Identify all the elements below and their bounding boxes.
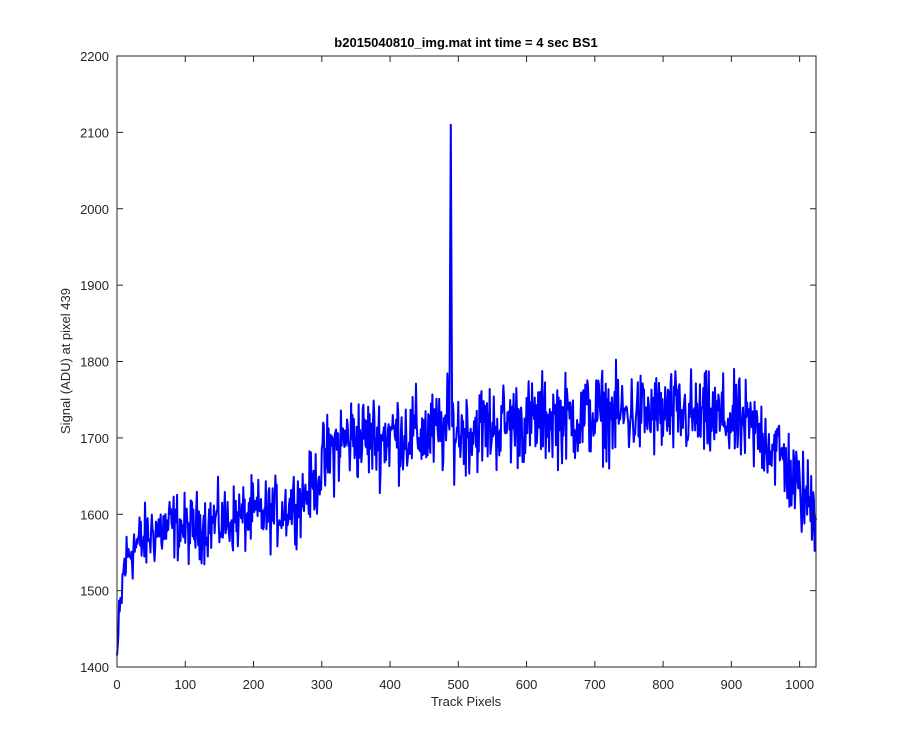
y-axis-label: Signal (ADU) at pixel 439 <box>58 288 73 434</box>
x-axis-label: Track Pixels <box>431 694 502 709</box>
chart-title: b2015040810_img.mat int time = 4 sec BS1 <box>334 35 597 50</box>
y-tick-label: 2000 <box>80 202 109 217</box>
x-tick-label: 300 <box>311 677 333 692</box>
x-tick-label: 900 <box>721 677 743 692</box>
plot-box <box>117 56 816 667</box>
series-group <box>116 123 817 656</box>
x-tick-label: 400 <box>379 677 401 692</box>
y-tick-label: 1600 <box>80 507 109 522</box>
y-tick-label: 1500 <box>80 584 109 599</box>
y-tick-label: 1900 <box>80 278 109 293</box>
x-tick-label: 200 <box>243 677 265 692</box>
x-axis: 0 100 200 300 400 500 600 700 800 900 1000 <box>113 56 814 692</box>
y-tick-label: 2200 <box>80 49 109 64</box>
y-tick-label: 1400 <box>80 660 109 675</box>
x-tick-label: 800 <box>652 677 674 692</box>
x-tick-label: 100 <box>174 677 196 692</box>
y-tick-label: 1700 <box>80 431 109 446</box>
x-tick-label: 500 <box>447 677 469 692</box>
plot-area: 0 100 200 300 400 500 600 700 800 900 1000 1400 150… <box>80 49 817 692</box>
x-tick-label: 600 <box>516 677 538 692</box>
y-axis: 1400 1500 1600 1700 1800 1900 2000 2100 2200 <box>80 49 816 675</box>
series-line <box>116 123 817 656</box>
y-tick-label: 1800 <box>80 355 109 370</box>
x-tick-label: 700 <box>584 677 606 692</box>
y-tick-label: 2100 <box>80 125 109 140</box>
x-tick-label: 1000 <box>785 677 814 692</box>
x-tick-label: 0 <box>113 677 120 692</box>
